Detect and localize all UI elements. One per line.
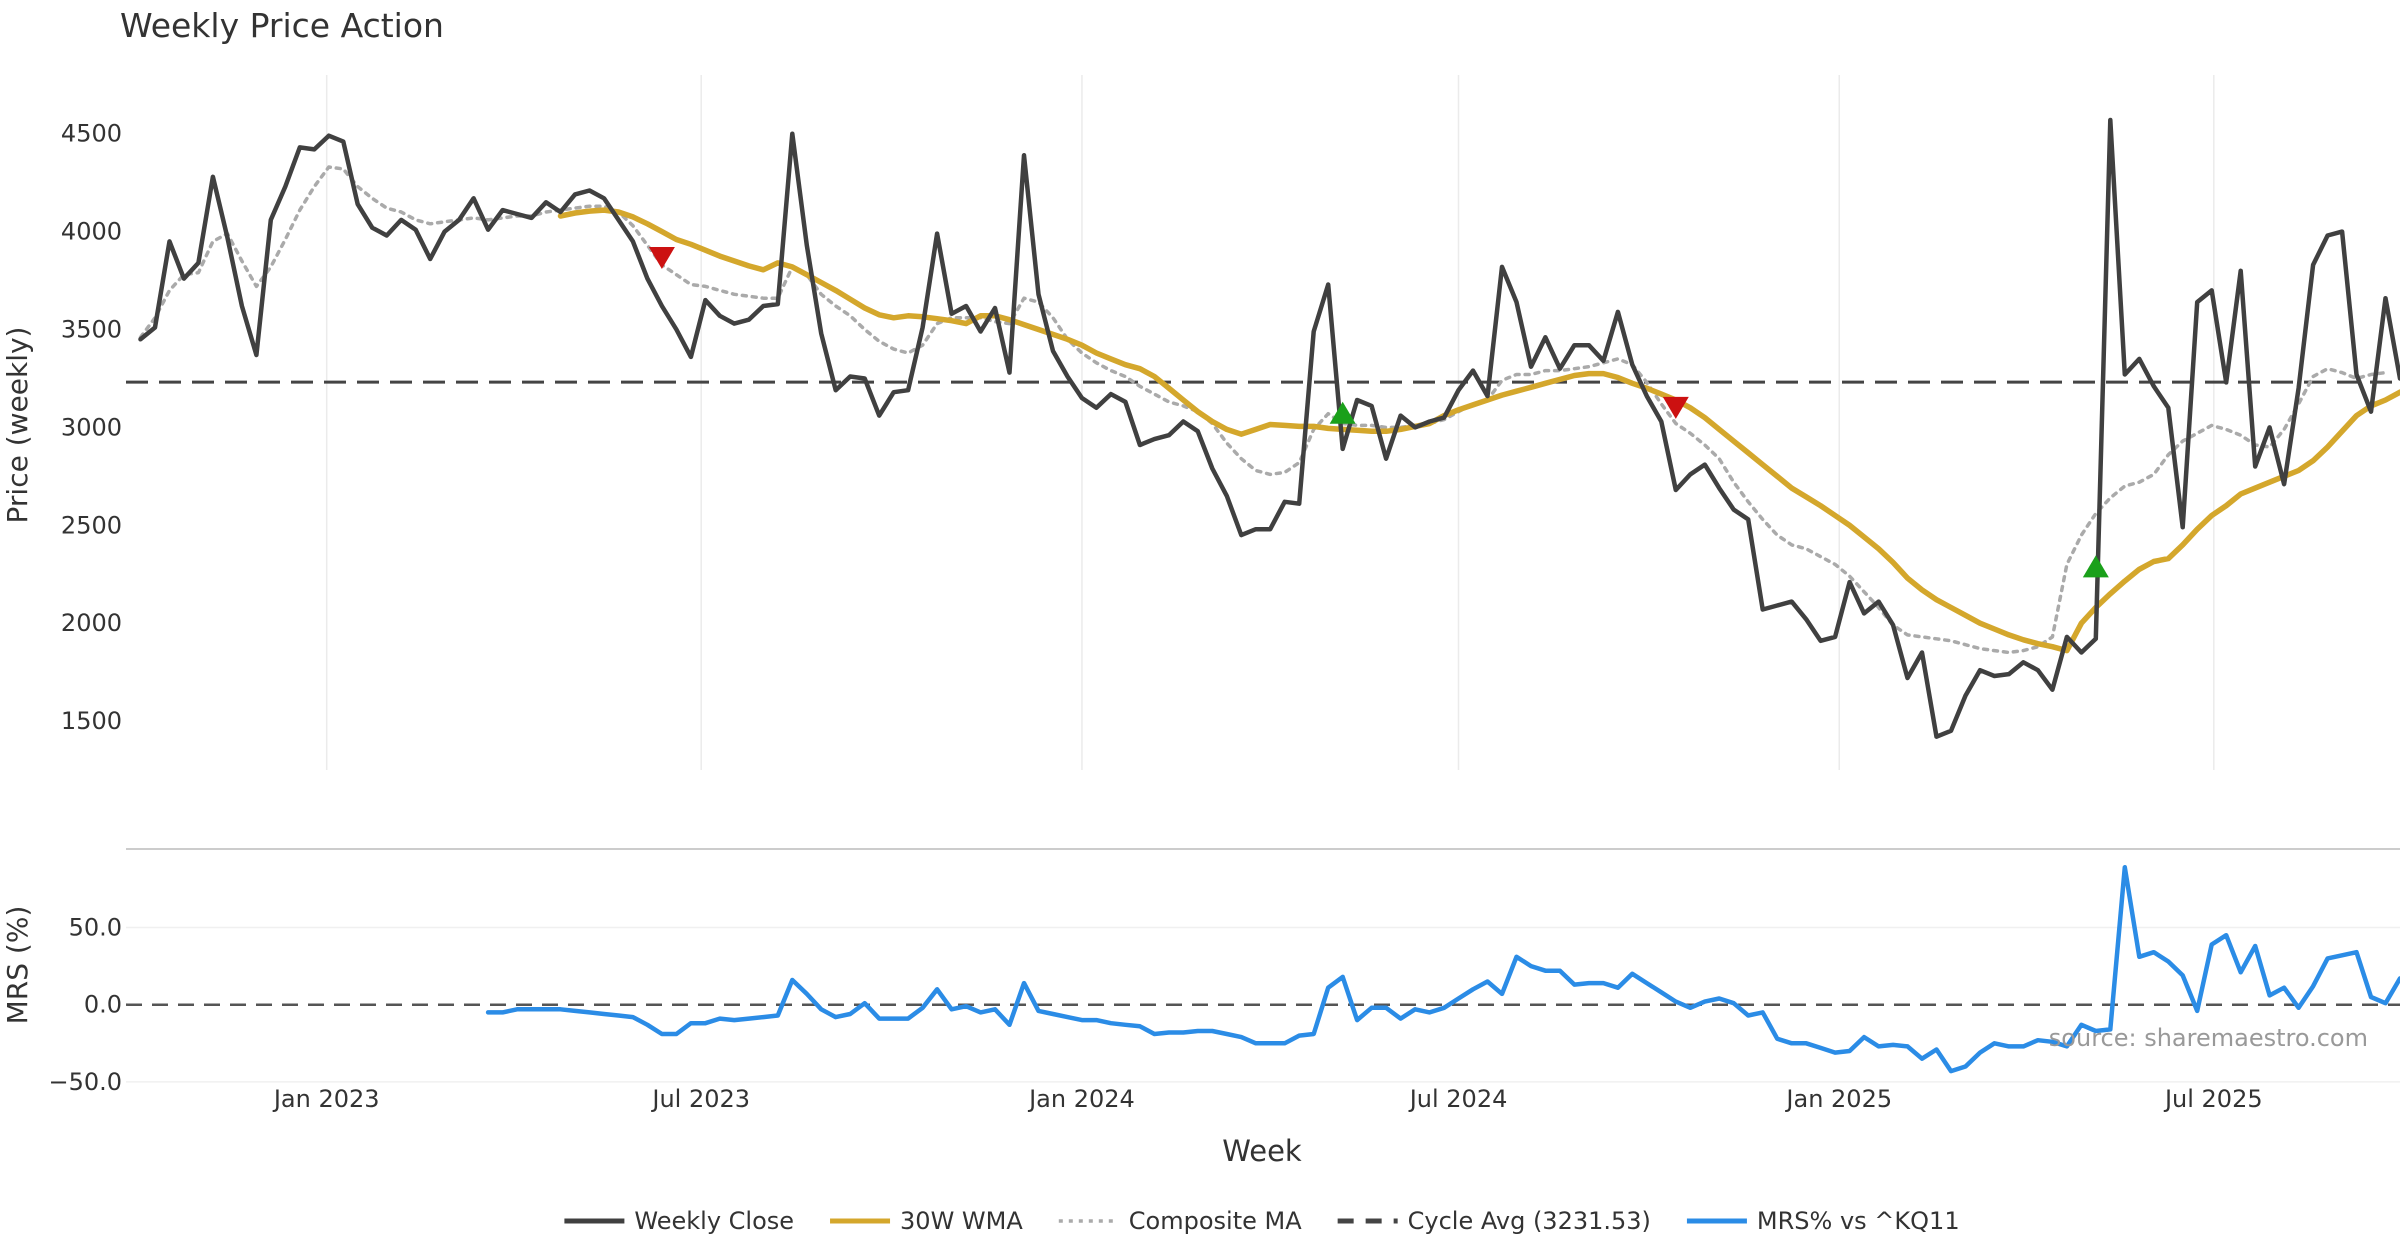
buy-signal-marker (1329, 401, 1356, 424)
x-tick-label: Jul 2025 (2163, 1085, 2263, 1113)
legend-label: Weekly Close (634, 1207, 794, 1235)
price-y-axis-label: Price (weekly) (1, 327, 34, 524)
buy-signal-marker (2082, 555, 2109, 578)
legend: Weekly Close 30W WMA Composite MA Cycle Avg… (564, 1207, 1960, 1235)
mrs-y-ticks: 50.0 0.0 −50.0 (48, 913, 122, 1095)
price-y-tick-label: 3500 (61, 316, 122, 344)
mrs-y-tick-label: 50.0 (69, 913, 122, 941)
x-tick-label: Jul 2024 (1408, 1085, 1508, 1113)
legend-label: Cycle Avg (3231.53) (1408, 1207, 1651, 1235)
price-y-tick-label: 2000 (61, 609, 122, 637)
price-y-tick-label: 2500 (61, 511, 122, 539)
signal-markers (648, 247, 2109, 578)
mrs-y-axis-label: MRS (%) (1, 906, 34, 1025)
price-y-tick-label: 3000 (61, 413, 122, 441)
x-tick-label: Jan 2024 (1027, 1085, 1135, 1113)
price-series-group (138, 117, 2400, 739)
mrs-line (485, 865, 2400, 1074)
x-tick-label: Jan 2025 (1784, 1085, 1892, 1113)
wma-30w-line (557, 207, 2400, 654)
price-y-tick-label: 4000 (61, 218, 122, 246)
chart-title: Weekly Price Action (120, 6, 444, 45)
legend-label: Composite MA (1129, 1207, 1302, 1235)
x-tick-label: Jan 2023 (272, 1085, 380, 1113)
x-axis-label: Week (1222, 1134, 1302, 1168)
x-tick-label: Jul 2023 (650, 1085, 750, 1113)
mrs-series-group (485, 865, 2400, 1074)
legend-label: MRS% vs ^KQ11 (1757, 1207, 1960, 1235)
mrs-y-tick-label: 0.0 (84, 991, 122, 1019)
price-grid (325, 75, 2215, 770)
price-y-ticks: 1500 2000 2500 3000 3500 4000 4500 (61, 120, 122, 735)
weekly-close-line (138, 117, 2400, 739)
price-y-tick-label: 4500 (61, 120, 122, 148)
price-y-tick-label: 1500 (61, 707, 122, 735)
watermark: source: sharemaestro.com (2049, 1024, 2368, 1052)
sell-signal-marker (648, 247, 675, 270)
composite-ma-line (138, 165, 2388, 655)
x-ticks: Jan 2023 Jul 2023 Jan 2024 Jul 2024 Jan 2025… (272, 1085, 2263, 1113)
legend-label: 30W WMA (900, 1207, 1023, 1235)
sell-signal-marker (1662, 396, 1689, 419)
mrs-y-tick-label: −50.0 (48, 1068, 122, 1096)
mrs-grid (126, 926, 2400, 1083)
